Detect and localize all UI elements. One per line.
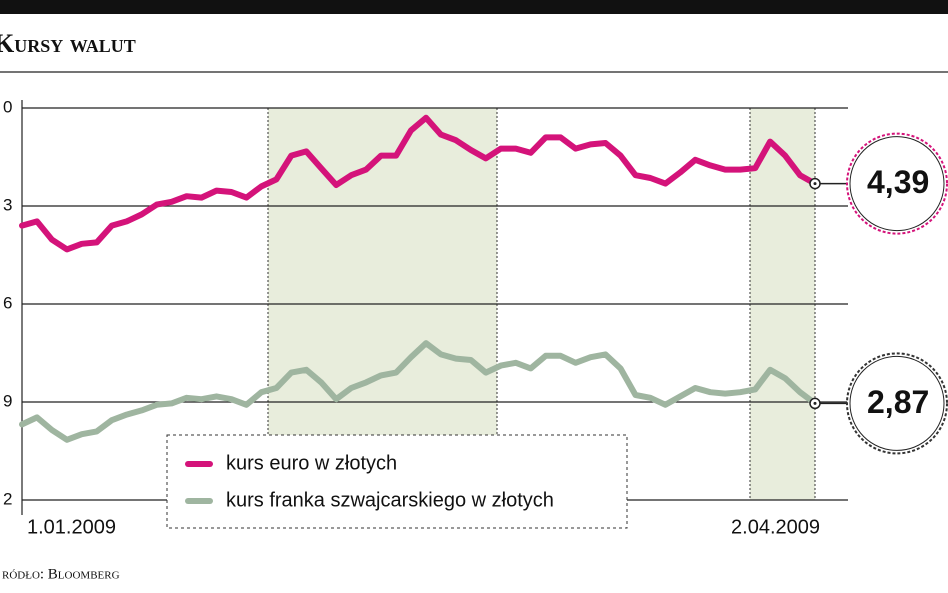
x-tick-label: 1.01.2009 [27,516,116,538]
top-bar [0,0,948,14]
callout [846,352,948,455]
end-dot [813,401,817,405]
callout [846,132,948,235]
y-tick-label: 3 [3,195,12,214]
y-tick-label: 2 [3,489,12,508]
end-dot [813,182,817,186]
x-tick-label: 2.04.2009 [731,516,820,538]
series-line [19,340,818,443]
y-tick-label: 6 [3,293,12,312]
legend [166,434,628,529]
series-line [19,114,818,253]
source: ródło: Bloomberg [2,566,120,582]
callout-inner [849,136,945,232]
legend-label: kurs euro w złotych [226,452,397,474]
annotation: 4,39 [867,164,929,200]
legend-label: kurs franka szwajcarskiego w złotych [226,489,554,511]
chart-title: Kursy walut [0,29,136,58]
y-tick-label: 0 [3,97,12,116]
callout-inner [849,355,945,451]
y-tick-label: 9 [3,391,12,410]
annotation: 2,87 [867,384,929,420]
